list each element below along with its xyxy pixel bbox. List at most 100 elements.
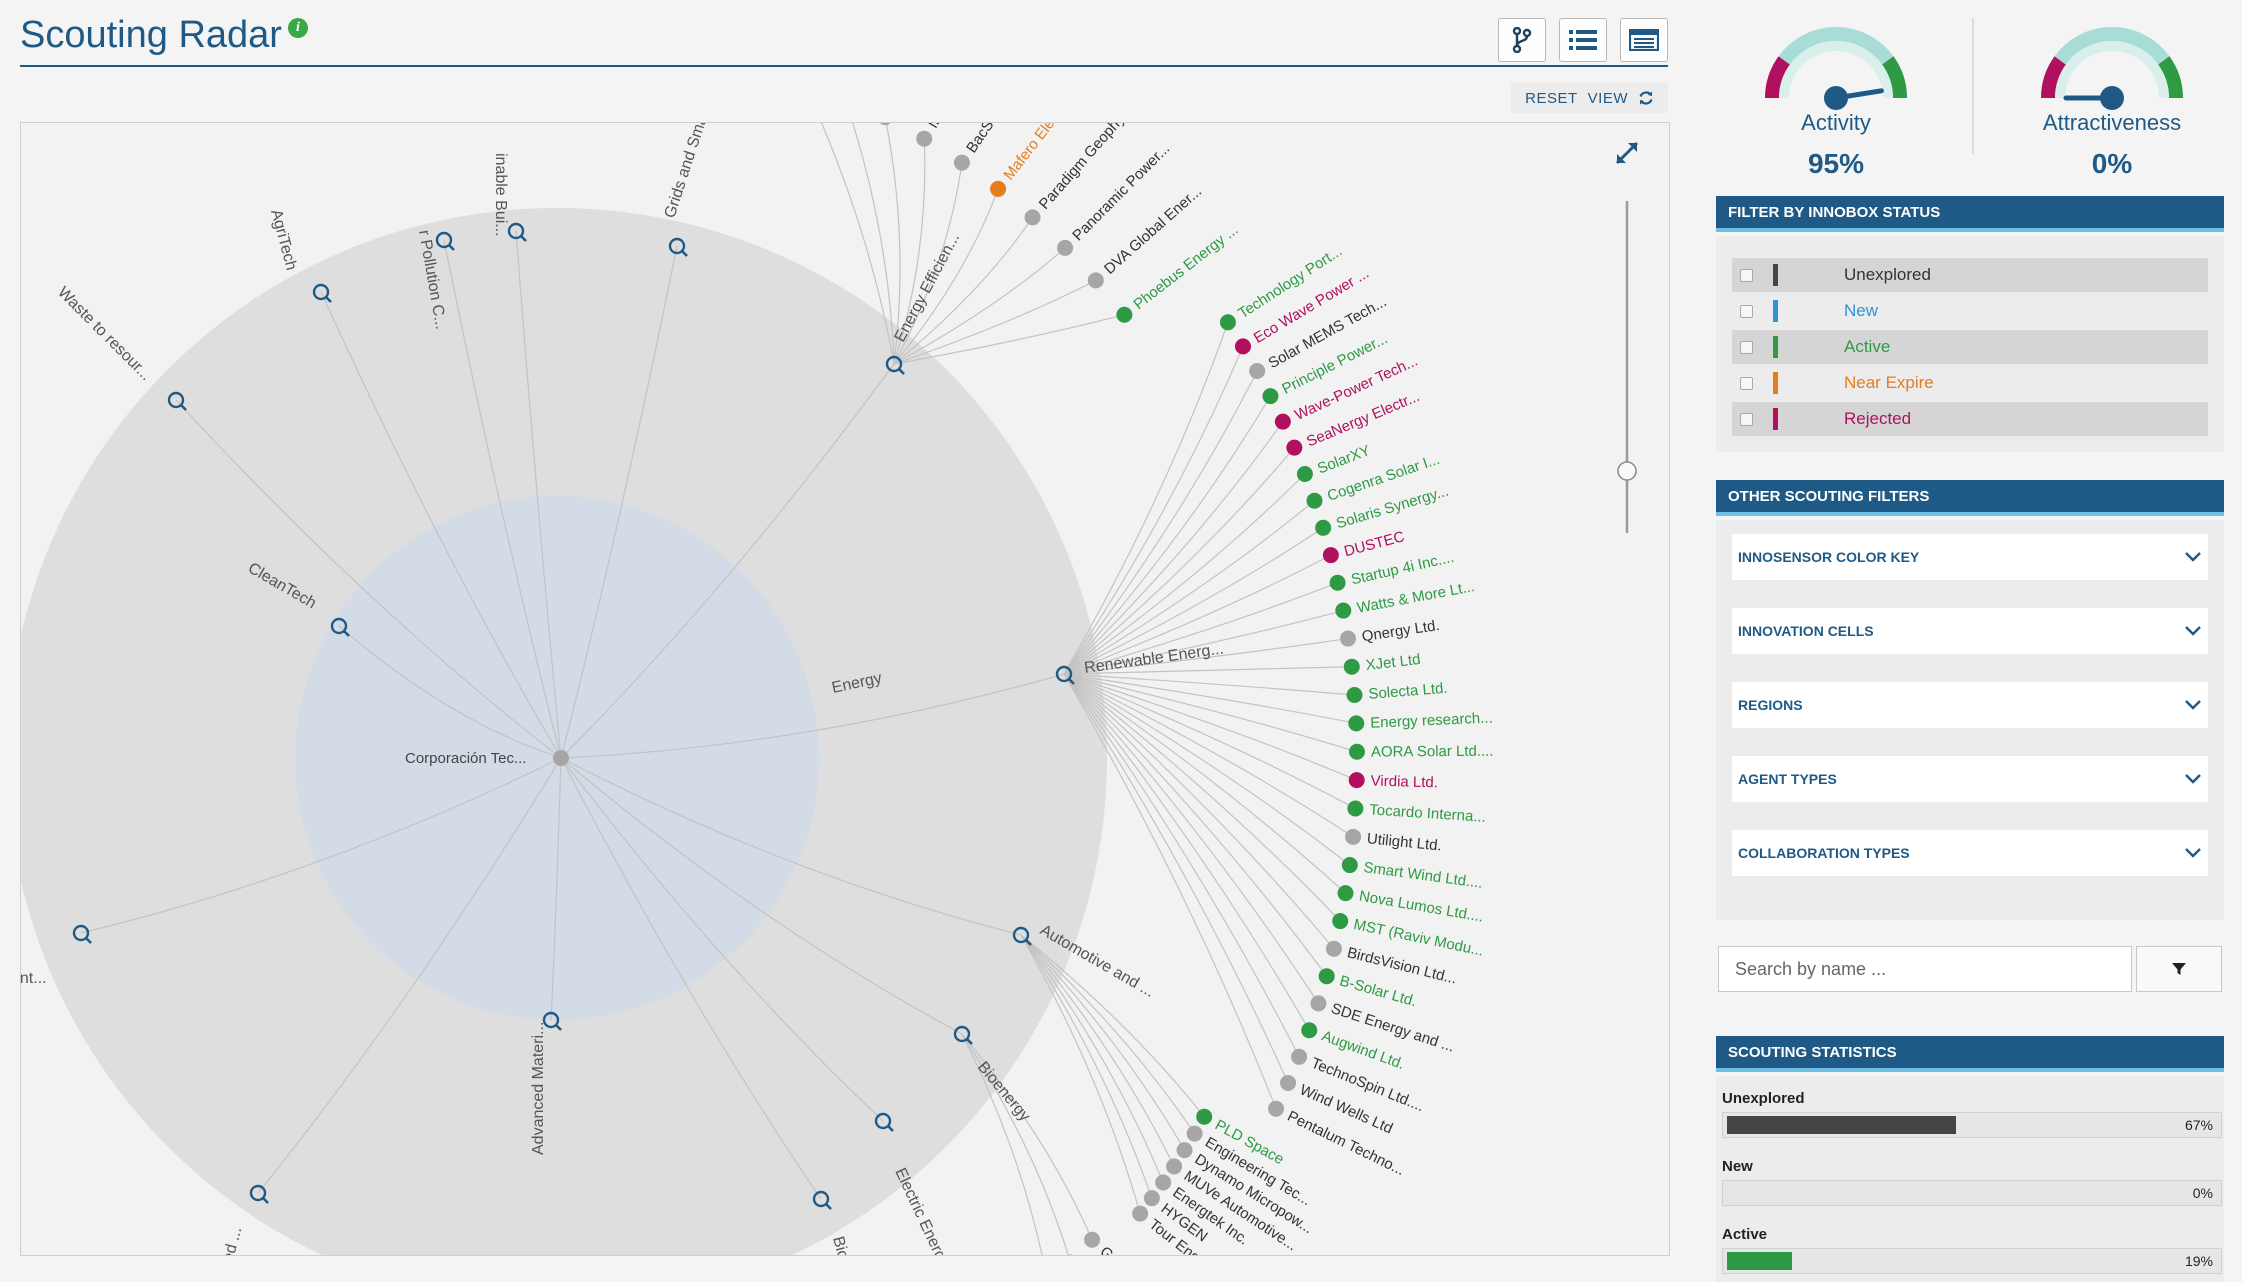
category-hub-icon[interactable] bbox=[507, 222, 527, 242]
company-label[interactable]: Smart Wind Ltd.... bbox=[1362, 859, 1483, 892]
category-hub-icon[interactable] bbox=[874, 1112, 894, 1132]
company-node[interactable] bbox=[1348, 772, 1365, 789]
company-node[interactable] bbox=[1329, 574, 1346, 591]
reset-view-button[interactable]: RESET VIEW bbox=[1511, 83, 1668, 113]
company-label[interactable]: DUSTEC bbox=[1342, 528, 1406, 560]
company-label[interactable]: Virdia Ltd. bbox=[1370, 773, 1438, 792]
company-node[interactable] bbox=[1268, 1100, 1285, 1117]
company-node[interactable] bbox=[1348, 743, 1365, 760]
category-hub-icon[interactable] bbox=[885, 355, 905, 375]
company-node[interactable] bbox=[953, 154, 970, 171]
company-node[interactable] bbox=[1296, 466, 1313, 483]
company-label[interactable]: Energy research... bbox=[1370, 709, 1493, 731]
company-node[interactable] bbox=[1087, 272, 1104, 289]
company-node[interactable] bbox=[1291, 1048, 1308, 1065]
company-node[interactable] bbox=[1346, 686, 1363, 703]
company-node[interactable] bbox=[1335, 602, 1352, 619]
status-row-new[interactable]: New bbox=[1732, 294, 2208, 328]
company-label[interactable]: XJet Ltd bbox=[1365, 651, 1422, 674]
company-node[interactable] bbox=[1286, 439, 1303, 456]
company-node[interactable] bbox=[1219, 314, 1236, 331]
company-node[interactable] bbox=[1084, 1231, 1101, 1248]
unexplored-checkbox[interactable] bbox=[1740, 268, 1753, 282]
near-expire-checkbox[interactable] bbox=[1740, 376, 1753, 390]
root-node[interactable] bbox=[553, 750, 569, 766]
company-node[interactable] bbox=[1176, 1142, 1193, 1159]
company-node[interactable] bbox=[1301, 1022, 1318, 1039]
filter-search-button[interactable] bbox=[2136, 946, 2222, 992]
info-icon[interactable]: i bbox=[288, 18, 308, 38]
company-node[interactable] bbox=[1310, 995, 1327, 1012]
company-node[interactable] bbox=[1262, 388, 1279, 405]
category-hub-icon[interactable] bbox=[1012, 926, 1032, 946]
company-node[interactable] bbox=[1318, 968, 1335, 985]
filter-innovation-cells[interactable]: INNOVATION CELLS bbox=[1732, 608, 2208, 654]
category-hub-icon[interactable] bbox=[812, 1190, 832, 1210]
company-node[interactable] bbox=[1332, 913, 1349, 930]
company-label[interactable]: SolarXY bbox=[1315, 442, 1372, 477]
company-node[interactable] bbox=[1234, 338, 1251, 355]
category-hub-icon[interactable] bbox=[312, 283, 332, 303]
zoom-slider-handle[interactable] bbox=[1617, 461, 1637, 481]
new-checkbox[interactable] bbox=[1740, 304, 1753, 318]
category-hub-icon[interactable] bbox=[167, 391, 187, 411]
company-label[interactable]: Solecta Ltd. bbox=[1368, 680, 1448, 703]
list-view-button[interactable] bbox=[1559, 18, 1607, 62]
category-hub-icon[interactable] bbox=[668, 237, 688, 257]
status-row-rejected[interactable]: Rejected bbox=[1732, 402, 2208, 436]
category-hub-icon[interactable] bbox=[1055, 665, 1075, 685]
company-node[interactable] bbox=[1132, 1205, 1149, 1222]
status-row-unexplored[interactable]: Unexplored bbox=[1732, 258, 2208, 292]
filter-agent-types[interactable]: AGENT TYPES bbox=[1732, 756, 2208, 802]
status-row-near-expire[interactable]: Near Expire bbox=[1732, 366, 2208, 400]
company-node[interactable] bbox=[1274, 413, 1291, 430]
company-node[interactable] bbox=[1196, 1108, 1213, 1125]
tree-view-button[interactable] bbox=[1498, 18, 1546, 62]
company-node[interactable] bbox=[1341, 857, 1358, 874]
search-by-name-input[interactable] bbox=[1718, 946, 2132, 992]
company-label[interactable]: Tocardo Interna... bbox=[1369, 801, 1487, 825]
company-label[interactable]: BacSoft Ltd. bbox=[963, 123, 1023, 156]
company-node[interactable] bbox=[1345, 828, 1362, 845]
company-node[interactable] bbox=[1306, 492, 1323, 509]
category-hub-icon[interactable] bbox=[953, 1025, 973, 1045]
category-hub-icon[interactable] bbox=[330, 617, 350, 637]
table-view-button[interactable] bbox=[1620, 18, 1668, 62]
category-hub-icon[interactable] bbox=[249, 1184, 269, 1204]
expand-icon[interactable] bbox=[1615, 141, 1639, 165]
company-node[interactable] bbox=[1280, 1074, 1297, 1091]
company-label[interactable]: AORA Solar Ltd.... bbox=[1371, 743, 1494, 761]
company-node[interactable] bbox=[1348, 715, 1365, 732]
company-node[interactable] bbox=[1143, 1190, 1160, 1207]
company-node[interactable] bbox=[1343, 658, 1360, 675]
category-hub-icon[interactable] bbox=[72, 924, 92, 944]
company-node[interactable] bbox=[1340, 630, 1357, 647]
company-node[interactable] bbox=[1337, 885, 1354, 902]
category-hub-icon[interactable] bbox=[435, 231, 455, 251]
radar-canvas[interactable]: CleanTech AgriTech Waste to resour... r Pol… bbox=[20, 122, 1670, 1256]
company-node[interactable] bbox=[1315, 519, 1332, 536]
company-node[interactable] bbox=[1322, 547, 1339, 564]
company-node[interactable] bbox=[1186, 1125, 1203, 1142]
company-label[interactable]: Qnergy Ltd. bbox=[1361, 617, 1441, 646]
company-node[interactable] bbox=[1155, 1174, 1172, 1191]
company-node[interactable] bbox=[916, 130, 933, 147]
company-node[interactable] bbox=[1249, 362, 1266, 379]
company-node[interactable] bbox=[1325, 940, 1342, 957]
company-node[interactable] bbox=[1024, 209, 1041, 226]
rejected-checkbox[interactable] bbox=[1740, 412, 1753, 426]
filter-collaboration-types[interactable]: COLLABORATION TYPES bbox=[1732, 830, 2208, 876]
company-node[interactable] bbox=[1166, 1158, 1183, 1175]
category-hub-icon[interactable] bbox=[542, 1011, 562, 1031]
filter-innosensor-color-key[interactable]: INNOSENSOR COLOR KEY bbox=[1732, 534, 2208, 580]
company-node[interactable] bbox=[990, 180, 1007, 197]
company-node[interactable] bbox=[1116, 306, 1133, 323]
filter-regions[interactable]: REGIONS bbox=[1732, 682, 2208, 728]
active-checkbox[interactable] bbox=[1740, 340, 1753, 354]
company-label[interactable]: Watts & More Lt... bbox=[1356, 578, 1477, 617]
company-node[interactable] bbox=[877, 123, 893, 126]
status-row-active[interactable]: Active bbox=[1732, 330, 2208, 364]
company-node[interactable] bbox=[1057, 239, 1074, 256]
company-label[interactable]: Utilight Ltd. bbox=[1366, 830, 1442, 854]
